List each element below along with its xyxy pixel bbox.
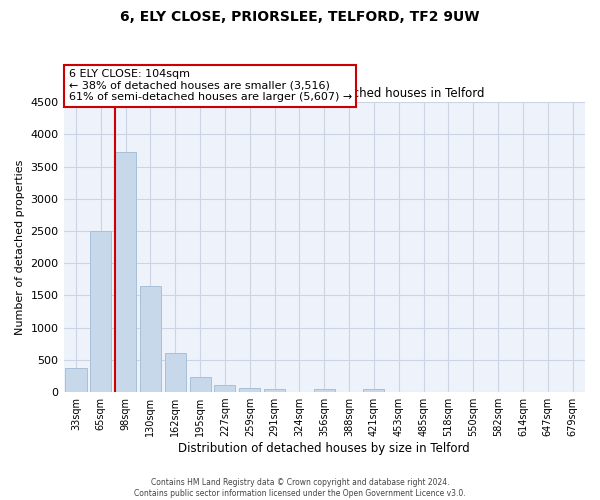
Bar [190, 376, 211, 392]
Bar [264, 389, 285, 392]
Bar [239, 388, 260, 392]
Bar [90, 231, 112, 392]
Bar [314, 389, 335, 392]
Bar [165, 354, 186, 392]
Bar [364, 389, 385, 392]
Y-axis label: Number of detached properties: Number of detached properties [15, 160, 25, 335]
Title: Size of property relative to detached houses in Telford: Size of property relative to detached ho… [164, 86, 485, 100]
Bar [115, 152, 136, 392]
X-axis label: Distribution of detached houses by size in Telford: Distribution of detached houses by size … [178, 442, 470, 455]
Bar [140, 286, 161, 392]
Bar [65, 368, 86, 392]
Bar [214, 386, 235, 392]
Text: 6, ELY CLOSE, PRIORSLEE, TELFORD, TF2 9UW: 6, ELY CLOSE, PRIORSLEE, TELFORD, TF2 9U… [120, 10, 480, 24]
Text: 6 ELY CLOSE: 104sqm
← 38% of detached houses are smaller (3,516)
61% of semi-det: 6 ELY CLOSE: 104sqm ← 38% of detached ho… [69, 69, 352, 102]
Text: Contains HM Land Registry data © Crown copyright and database right 2024.
Contai: Contains HM Land Registry data © Crown c… [134, 478, 466, 498]
